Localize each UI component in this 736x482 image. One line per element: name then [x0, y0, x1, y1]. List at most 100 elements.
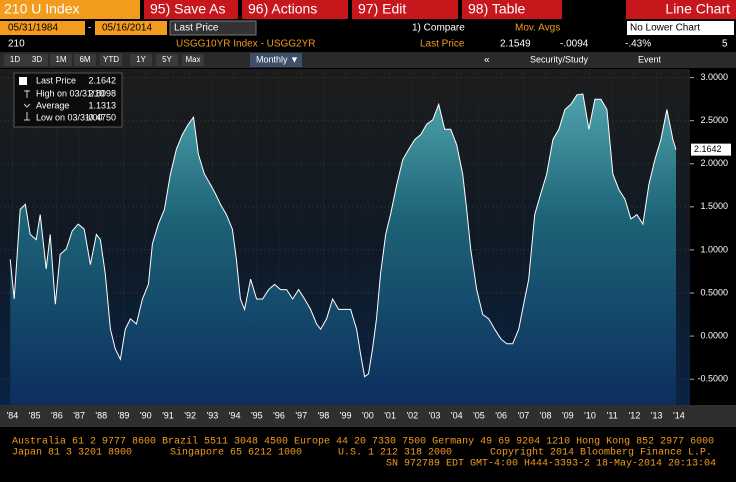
- button[interactable]: [462, 0, 562, 19]
- tab-label: 6M: [79, 55, 90, 64]
- y-tick-label: 0.0000: [700, 330, 728, 340]
- line: [9, 93, 677, 378]
- x-tick-label: '14: [673, 410, 685, 420]
- x-tick-label: '10: [584, 410, 596, 420]
- footer-line: U.S. 1 212 318 2000: [338, 448, 452, 459]
- x-tick-label: '11: [607, 410, 618, 420]
- price: 2.1549: [500, 39, 531, 50]
- x-tick-label: '06: [495, 410, 507, 420]
- separator: -: [88, 23, 91, 34]
- x-axis-band: [0, 405, 736, 427]
- date-box[interactable]: [0, 21, 85, 35]
- area: [10, 94, 676, 405]
- y-tick-label: -0.5000: [697, 374, 728, 384]
- button-label: 95) Save As: [150, 1, 226, 17]
- footer-line: Singapore 65 6212 1000: [170, 447, 302, 459]
- button-label: 97) Edit: [358, 1, 406, 17]
- ticker-box[interactable]: [0, 0, 140, 19]
- period: Monthly ▼: [256, 54, 299, 64]
- count: 5: [722, 39, 728, 50]
- button[interactable]: [352, 0, 458, 19]
- tab-label: 1M: [55, 55, 66, 64]
- tab-label: 1Y: [136, 55, 146, 64]
- period-box[interactable]: [250, 53, 302, 67]
- chart-type: Line Chart: [665, 1, 730, 17]
- tab[interactable]: [26, 54, 48, 66]
- x-tick-label: '09: [562, 410, 574, 420]
- date-box[interactable]: [95, 21, 167, 35]
- lower-chart-box[interactable]: [627, 21, 734, 35]
- x-tick-label: '86: [51, 410, 63, 420]
- tab-label: 3D: [32, 55, 42, 64]
- x-tick-label: '92: [184, 410, 196, 420]
- y-tick-label: 2.5000: [700, 115, 728, 125]
- x-tick-label: '03: [429, 410, 441, 420]
- tool[interactable]: «: [484, 55, 490, 66]
- field: Last Price: [174, 23, 219, 34]
- tab[interactable]: [74, 54, 96, 66]
- tab-label: 1D: [10, 55, 20, 64]
- button-label: 98) Table: [468, 1, 526, 17]
- plot: 3.0000 2.5000 2.0000 1.5000 1.0000 0.5000 0.00…: [0, 69, 731, 420]
- lower-chart: No Lower Chart: [630, 23, 700, 34]
- tab[interactable]: [130, 54, 152, 66]
- x-tick-label: '08: [540, 410, 552, 420]
- legend-value: 2.8098: [88, 88, 116, 98]
- last-value-box: [691, 143, 731, 156]
- compare[interactable]: 1) Compare: [412, 23, 465, 34]
- legend-box: [13, 72, 123, 128]
- mov-avgs[interactable]: Mov. Avgs: [515, 23, 560, 34]
- legend-label: High on 03/31/10: [36, 88, 105, 98]
- legend-label: Low on 03/31/00: [36, 112, 103, 122]
- x-tick-label: '90: [140, 410, 152, 420]
- x-tick-label: '04: [451, 410, 463, 420]
- legend-value: 1.1313: [88, 100, 116, 110]
- tool[interactable]: Security/Study: [530, 54, 589, 64]
- tab-label: Max: [185, 55, 200, 64]
- tab[interactable]: [156, 54, 178, 66]
- x-tick-label: '87: [73, 410, 85, 420]
- button[interactable]: [144, 0, 238, 19]
- x-tick-label: '88: [95, 410, 107, 420]
- x-tick-label: '95: [251, 410, 263, 420]
- change: -.0094: [560, 39, 589, 50]
- legend-swatch: [19, 77, 27, 85]
- x-tick-label: '00: [362, 410, 374, 420]
- status-field: Last Price: [420, 39, 465, 50]
- end-date: 05/16/2014: [102, 23, 152, 34]
- legend-label: Average: [36, 100, 69, 110]
- pct-change: -.43%: [625, 39, 651, 50]
- x-tick-label: '91: [162, 410, 174, 420]
- y-tick-label: 1.0000: [700, 244, 728, 254]
- tab[interactable]: [4, 54, 26, 66]
- x-tick-label: '93: [207, 410, 219, 420]
- x-tick-label: '07: [518, 410, 530, 420]
- tab[interactable]: [182, 54, 204, 66]
- tab[interactable]: [100, 54, 122, 66]
- x-tick-label: '99: [340, 410, 352, 420]
- x-tick-label: '94: [229, 410, 241, 420]
- x-tick-label: '84: [7, 410, 19, 420]
- x-tick-label: '96: [273, 410, 285, 420]
- start-date: 05/31/1984: [8, 23, 58, 34]
- legend-value: -0.4750: [85, 112, 116, 122]
- legend-icons: [23, 90, 31, 121]
- x-tick-label: '13: [651, 410, 663, 420]
- footer-line: SN 972789 EDT GMT-4:00 H444-3393-2 18-Ma…: [386, 459, 716, 470]
- tab-label: YTD: [103, 55, 119, 64]
- x-tick-label: '97: [295, 410, 307, 420]
- footer-line: Copyright 2014 Bloomberg Finance L.P.: [490, 447, 712, 459]
- y-tick-label: 0.5000: [700, 287, 728, 297]
- x-tick-label: '01: [384, 410, 396, 420]
- tool[interactable]: Event: [638, 54, 662, 64]
- button[interactable]: [242, 0, 348, 19]
- tab-label: 5Y: [162, 55, 172, 64]
- y-tick-label: 2.0000: [700, 158, 728, 168]
- x-tick-label: '85: [29, 410, 41, 420]
- field-box[interactable]: [169, 20, 257, 36]
- tabs: 1D 3D 1M 6M YTD 1Y 5Y Max: [4, 54, 204, 66]
- tab[interactable]: [50, 54, 72, 66]
- legend-value: 2.1642: [88, 75, 116, 85]
